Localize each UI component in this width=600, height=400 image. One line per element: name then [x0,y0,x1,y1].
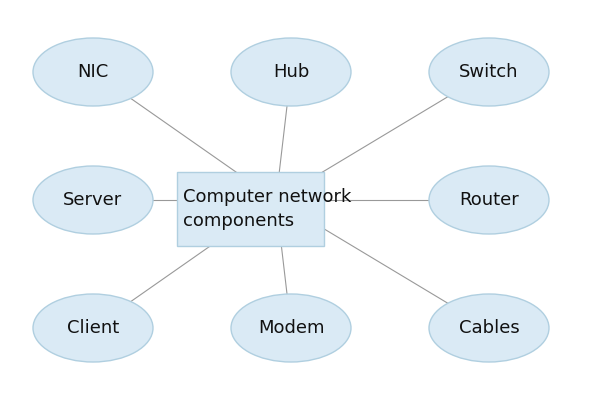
Ellipse shape [33,38,153,106]
Ellipse shape [429,166,549,234]
Text: Server: Server [64,191,122,209]
Text: Router: Router [459,191,519,209]
Text: Switch: Switch [459,63,519,81]
Text: Cables: Cables [458,319,520,337]
Ellipse shape [429,38,549,106]
Text: NIC: NIC [77,63,109,81]
Ellipse shape [231,38,351,106]
FancyBboxPatch shape [177,172,324,246]
Text: Modem: Modem [258,319,324,337]
Text: Computer network
components: Computer network components [183,188,352,230]
Ellipse shape [231,294,351,362]
Text: Hub: Hub [273,63,309,81]
Ellipse shape [33,166,153,234]
Ellipse shape [429,294,549,362]
Text: Client: Client [67,319,119,337]
Ellipse shape [33,294,153,362]
